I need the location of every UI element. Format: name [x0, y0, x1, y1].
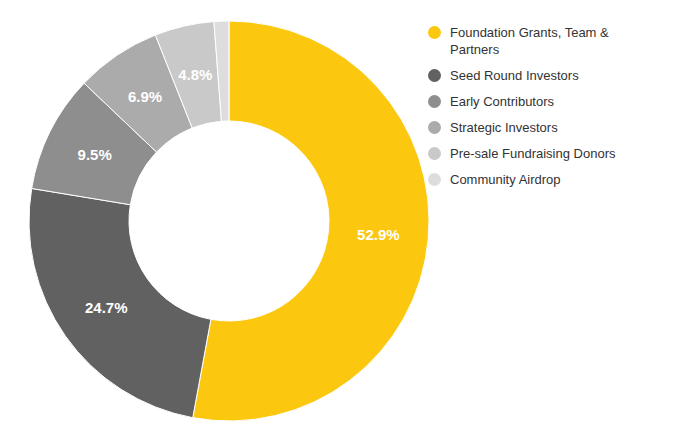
- slice: [29, 188, 211, 417]
- data-labels: 52.9% 24.7% 9.5% 6.9% 4.8%: [78, 66, 400, 315]
- data-label: 24.7%: [85, 299, 128, 316]
- legend-entry: Foundation Grants, Team & Partners: [428, 24, 650, 58]
- legend: Foundation Grants, Team & Partners Seed R…: [428, 24, 650, 197]
- slice: [193, 21, 429, 421]
- legend-entry: Seed Round Investors: [428, 67, 650, 84]
- legend-swatch: [428, 173, 441, 186]
- chart: 52.9% 24.7% 9.5% 6.9% 4.8%: [0, 0, 696, 441]
- legend-entry: Early Contributors: [428, 93, 650, 110]
- slice: [214, 21, 229, 121]
- slices: [29, 21, 429, 421]
- legend-label: Early Contributors: [450, 93, 554, 110]
- data-label: 9.5%: [78, 146, 112, 163]
- legend-swatch: [428, 69, 441, 82]
- legend-label: Community Airdrop: [450, 171, 561, 188]
- data-label: 4.8%: [178, 66, 212, 83]
- legend-swatch: [428, 95, 441, 108]
- legend-entry: Strategic Investors: [428, 119, 650, 136]
- legend-label: Strategic Investors: [450, 119, 558, 136]
- data-label: 6.9%: [128, 88, 162, 105]
- legend-swatch: [428, 121, 441, 134]
- legend-swatch: [428, 147, 441, 160]
- legend-swatch: [428, 26, 441, 39]
- legend-entry: Pre-sale Fundraising Donors: [428, 145, 650, 162]
- data-label: 52.9%: [357, 226, 400, 243]
- legend-entry: Community Airdrop: [428, 171, 650, 188]
- legend-label: Pre-sale Fundraising Donors: [450, 145, 615, 162]
- slice: [155, 22, 221, 128]
- legend-label: Seed Round Investors: [450, 67, 579, 84]
- legend-label: Foundation Grants, Team & Partners: [450, 24, 650, 58]
